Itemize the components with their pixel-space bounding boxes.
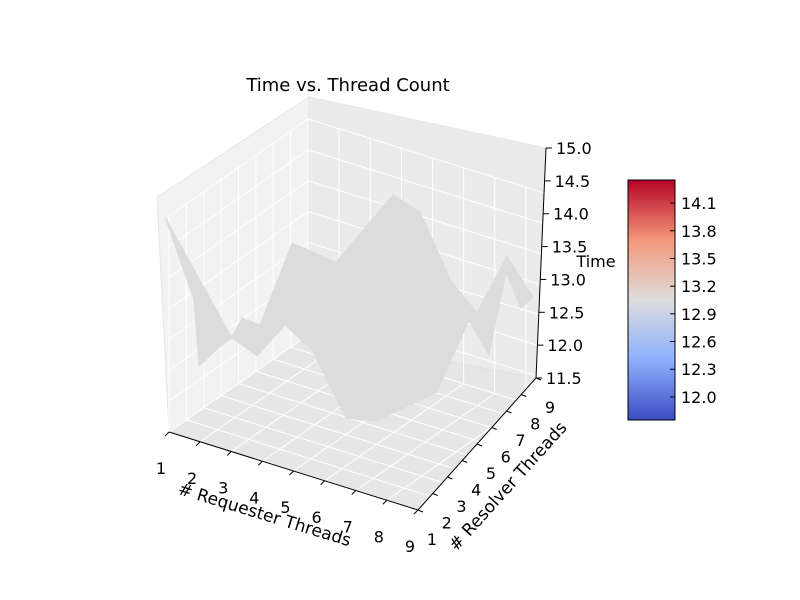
y-tick-label: 4: [471, 481, 481, 500]
z-axis-line: [535, 147, 547, 379]
y-tick-mark: [447, 476, 453, 480]
y-tick-mark: [491, 427, 497, 430]
grid-line: [307, 149, 558, 229]
x-tick-label: 9: [405, 537, 415, 556]
x-tick-label: 3: [218, 479, 228, 498]
y-tick-label: 2: [442, 514, 452, 533]
colorbar: [627, 179, 676, 421]
x-ticks: 1 2 3 4 5 6 7 8 9: [156, 431, 419, 556]
surface: [164, 194, 534, 422]
x-tick-mark: [164, 431, 170, 437]
colorbar-tick-label: 14.1: [681, 194, 717, 213]
x-tick-mark: [258, 460, 263, 466]
x-tick-label: 2: [187, 469, 197, 488]
grid-line: [307, 118, 558, 198]
grid-line: [220, 395, 471, 475]
colorbar-tick-label: 12.9: [681, 305, 717, 324]
grid-line: [186, 419, 436, 499]
z-ticks: 11.5 12.0 12.5 13.0 13.5 14.0 14.5 15.0: [536, 139, 592, 388]
x-tick-mark: [351, 490, 357, 495]
x-tick-label: 1: [156, 459, 166, 478]
grid-line: [168, 242, 309, 340]
y-tick-mark: [417, 509, 424, 513]
y-tick-mark: [432, 493, 438, 496]
x-tick-label: 4: [249, 488, 259, 507]
x-tick-label: 6: [312, 508, 322, 527]
y-tick-label: 5: [486, 464, 496, 483]
surface-patch: [164, 194, 534, 422]
z-axis-label: Time: [575, 252, 615, 271]
x-tick-label: 5: [280, 498, 290, 517]
z-tick-label: 12.5: [549, 303, 585, 322]
colorbar-tick-label: 13.8: [681, 222, 717, 241]
x-tick-mark: [382, 499, 388, 505]
z-tick-label: 14.0: [553, 205, 589, 224]
x-axis-label: # Requester Threads: [176, 479, 354, 551]
z-tick-label: 15.0: [556, 139, 592, 158]
x-tick-mark: [413, 509, 419, 515]
z-tick-label: 13.5: [552, 238, 588, 257]
chart-title: Time vs. Thread Count: [245, 75, 449, 96]
x-tick-mark: [195, 441, 201, 447]
y-tick-mark: [462, 460, 468, 463]
y-tick-label: 3: [456, 497, 466, 516]
grid-line: [238, 383, 488, 462]
y-tick-label: 6: [501, 448, 511, 467]
colorbar-tick-label: 12.6: [681, 333, 717, 352]
y-tick-mark: [521, 394, 527, 397]
y-tick-label: 9: [545, 398, 555, 417]
x-tick-mark: [320, 480, 325, 486]
grid-line: [307, 180, 558, 260]
y-tick-label: 1: [427, 530, 437, 549]
grid-line: [203, 407, 453, 487]
z-tick-label: 12.0: [547, 336, 583, 355]
y-tick-mark: [476, 443, 483, 447]
colorbar-tick-label: 12.3: [681, 360, 717, 379]
z-tick-label: 11.5: [546, 369, 582, 388]
colorbar-ticks: 12.0 12.3 12.6 12.9 13.2 13.5 13.8 14.1: [670, 194, 717, 407]
colorbar-tick-label: 13.5: [681, 249, 717, 268]
grid-line: [168, 334, 309, 433]
y-tick-mark: [506, 410, 512, 414]
z-tick-label: 14.5: [555, 172, 591, 191]
colorbar-tick-label: 13.2: [681, 277, 717, 296]
colorbar-tick-label: 12.0: [681, 388, 717, 407]
x-tick-label: 7: [343, 518, 353, 537]
y-tick-label: 8: [530, 415, 540, 434]
grid-line: [168, 180, 309, 279]
grid-line: [168, 149, 309, 248]
x-tick-mark: [289, 470, 294, 476]
z-tick-label: 13.0: [550, 270, 586, 289]
y-tick-label: 7: [515, 431, 525, 450]
grid-line: [168, 118, 309, 217]
x-tick-mark: [226, 451, 232, 456]
x-tick-label: 8: [374, 527, 384, 546]
